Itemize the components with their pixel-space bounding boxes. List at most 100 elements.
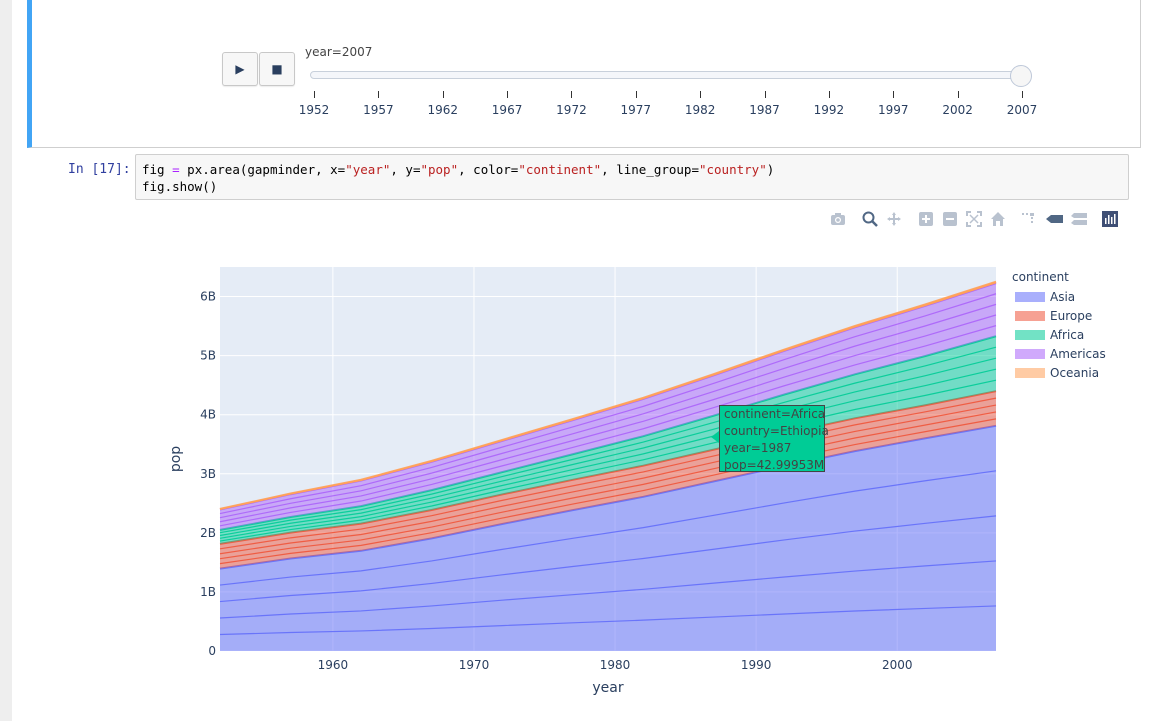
zoom-icon[interactable] [862, 211, 878, 227]
legend-item-oceania[interactable]: Oceania [1015, 364, 1099, 382]
stop-icon: ■ [271, 62, 283, 76]
slider-tick-label[interactable]: 2002 [942, 103, 973, 117]
x-tick-label: 1970 [459, 658, 490, 672]
slider-tick-mark [957, 91, 959, 98]
legend-item-africa[interactable]: Africa [1015, 326, 1084, 344]
slider-tick-label[interactable]: 1992 [813, 103, 845, 117]
series-line-africa [219, 357, 997, 537]
slider-tick-mark [1022, 91, 1023, 98]
hover-closest-icon[interactable] [1046, 211, 1063, 227]
area-africa[interactable] [220, 336, 996, 544]
slider-tick-label[interactable]: 1987 [749, 103, 780, 117]
slider-tick-mark [314, 91, 315, 98]
slider-tick-mark [764, 91, 766, 98]
y-tick-label: 3B [200, 467, 216, 481]
slider-tick-label[interactable]: 1957 [363, 103, 394, 117]
year-slider-track[interactable] [310, 71, 1024, 79]
area-americas[interactable] [220, 283, 996, 530]
series-line-asia [219, 515, 997, 603]
legend-item-americas[interactable]: Americas [1015, 345, 1106, 363]
x-tick-label: 2000 [882, 658, 913, 672]
y-axis-ticks: 0 1B 2B 3B 4B 5B 6B [200, 290, 216, 658]
hover-compare-icon[interactable] [1070, 211, 1087, 227]
legend-swatch [1015, 311, 1045, 321]
hover-tooltip: continent=Africa country=Ethiopia year=1… [719, 405, 829, 472]
legend-label: Americas [1050, 347, 1106, 361]
cell-prompt: In [17]: [68, 162, 131, 177]
slider-tick-label[interactable]: 1967 [491, 103, 523, 117]
reset-axes-icon[interactable] [990, 211, 1006, 227]
x-tick-label: 1980 [600, 658, 631, 672]
play-button[interactable]: ▶ [222, 52, 258, 86]
legend-label: Europe [1050, 309, 1093, 323]
year-slider-handle[interactable] [1010, 65, 1032, 87]
slider-tick-mark [507, 91, 509, 98]
slider-tick-label[interactable]: 1952 [298, 103, 330, 117]
pan-icon[interactable] [886, 211, 902, 227]
legend-swatch [1015, 330, 1045, 340]
slider-tick-mark [828, 91, 830, 98]
x-tick-label: 1990 [741, 658, 772, 672]
y-tick-label: 2B [200, 526, 216, 540]
series-line-asia [219, 470, 997, 586]
series-line-americas [219, 303, 997, 519]
code-line-1: fig = px.area(gapminder, x="year", y="po… [142, 162, 775, 177]
legend-label: Africa [1050, 328, 1085, 342]
series-line-europe [219, 418, 997, 565]
notebook-page: ▶ ■ year=2007 1952 1957 1962 1967 1972 1977 19… [12, 0, 1150, 721]
series-line-americas [219, 325, 997, 527]
legend-label: Asia [1050, 290, 1076, 304]
slider-tick-mark [893, 91, 895, 98]
series-line-asia [219, 424, 997, 570]
series-line-asia [219, 605, 997, 636]
tooltip-country: country=Ethiopia [724, 424, 829, 438]
y-tick-label: 4B [200, 408, 216, 422]
legend-title: continent [1012, 270, 1069, 284]
slider-tick-mark [700, 91, 702, 98]
slider-tick-mark [635, 91, 637, 98]
slider-output-cell: ▶ ■ year=2007 1952 1957 1962 1967 1972 1977 19… [27, 0, 1141, 148]
tooltip-year: year=1987 [724, 441, 792, 455]
slider-tick-mark [378, 91, 380, 98]
y-tick-label: 5B [200, 349, 216, 363]
code-cell-input[interactable]: fig = px.area(gapminder, x="year", y="po… [135, 154, 1129, 200]
camera-icon[interactable] [830, 211, 846, 227]
plotly-logo-icon[interactable] [1102, 211, 1118, 227]
area-asia[interactable] [220, 425, 996, 651]
zoom-out-icon[interactable] [942, 211, 958, 227]
series-line-americas [219, 293, 997, 515]
series-line-africa [219, 346, 997, 534]
slider-tick-label[interactable]: 1972 [556, 103, 587, 117]
series-line-oceania [219, 280, 997, 510]
slider-tick-label[interactable]: 1982 [684, 103, 716, 117]
y-tick-label: 6B [200, 290, 216, 304]
slider-tick-label[interactable]: 1977 [620, 103, 652, 117]
slider-current-value-label: year=2007 [305, 45, 373, 59]
slider-tick-mark [571, 91, 573, 98]
x-axis-ticks: 1960 1970 1980 1990 2000 [318, 658, 913, 672]
slider-tick-mark [442, 91, 444, 98]
zoom-in-icon[interactable] [918, 211, 934, 227]
code-line-2: fig.show() [142, 179, 218, 194]
y-axis-title: pop [168, 446, 184, 472]
legend-item-europe[interactable]: Europe [1015, 307, 1092, 325]
legend-swatch [1015, 292, 1045, 302]
spike-lines-icon[interactable] [1020, 211, 1036, 227]
series-line-africa [219, 368, 997, 539]
series-line-europe [219, 404, 997, 555]
play-icon: ▶ [235, 62, 245, 76]
stop-button[interactable]: ■ [259, 52, 295, 86]
legend-item-asia[interactable]: Asia [1015, 288, 1075, 306]
autoscale-icon[interactable] [966, 211, 982, 227]
series-line-americas [219, 314, 997, 523]
series-line-europe [219, 397, 997, 550]
x-axis-title: year [592, 680, 623, 696]
y-tick-label: 0 [208, 644, 216, 658]
legend-swatch [1015, 349, 1045, 359]
slider-tick-label[interactable]: 1997 [877, 103, 909, 117]
y-tick-label: 1B [200, 585, 216, 599]
slider-tick-label[interactable]: 1962 [427, 103, 458, 117]
slider-tick-label[interactable]: 2007 [1006, 103, 1038, 117]
series-line-africa [219, 379, 997, 542]
